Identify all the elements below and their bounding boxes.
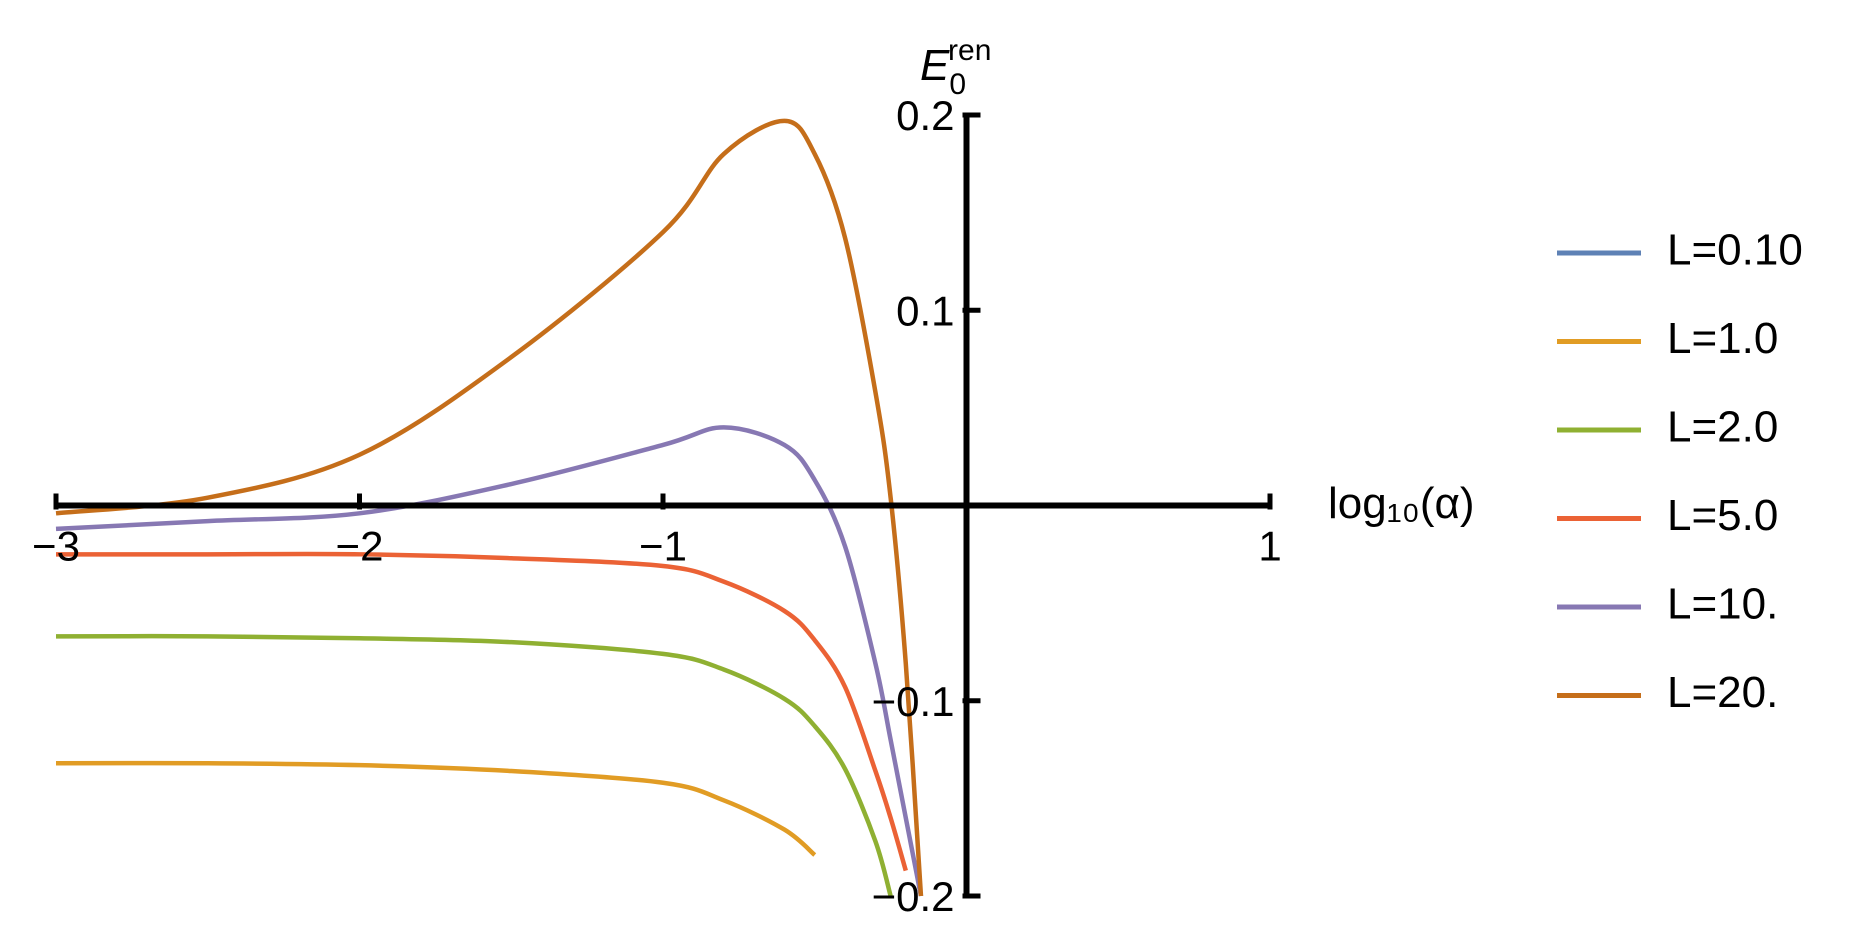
- plot-lines: [55, 118, 924, 897]
- y-label-sup: ren: [948, 34, 991, 67]
- x-tick-label: −2: [336, 523, 384, 570]
- legend-label: L=20.: [1667, 668, 1778, 717]
- x-tick-label: −3: [32, 523, 80, 570]
- series-line: [55, 760, 817, 857]
- legend-label: L=5.0: [1667, 491, 1778, 540]
- y-tick-label: −0.1: [872, 678, 955, 725]
- y-tick-label: 0.2: [896, 92, 954, 139]
- x-axis-label: log₁₀(α): [1328, 479, 1475, 528]
- y-label-sub: 0: [949, 68, 966, 101]
- y-label-symbol: E: [920, 41, 950, 90]
- y-axis-label: E0ren: [920, 34, 991, 101]
- series-line: [55, 425, 924, 897]
- y-tick-label: −0.2: [872, 873, 955, 920]
- series-line: [55, 118, 924, 897]
- series-line: [56, 551, 908, 872]
- legend-label: L=0.10: [1667, 226, 1803, 275]
- x-tick-label: 1: [1258, 523, 1281, 570]
- x-tick-label: −1: [639, 523, 687, 570]
- series-line: [55, 633, 893, 897]
- y-tick-label: 0.1: [896, 287, 954, 334]
- legend-label: L=1.0: [1667, 314, 1778, 363]
- legend-label: L=10.: [1667, 580, 1778, 629]
- legend-label: L=2.0: [1667, 403, 1778, 452]
